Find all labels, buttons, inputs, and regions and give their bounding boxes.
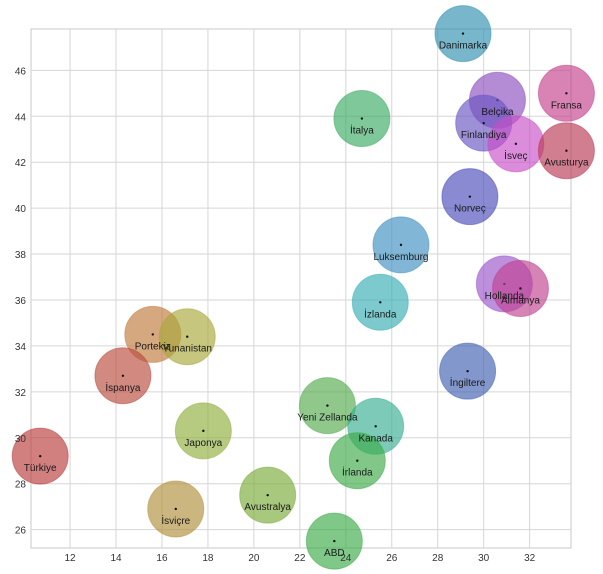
bubble-center-dot bbox=[202, 429, 205, 433]
bubble[interactable] bbox=[298, 377, 356, 435]
bubble-label: Danimarka bbox=[439, 41, 488, 52]
y-tick-label: 32 bbox=[15, 388, 27, 399]
bubble[interactable] bbox=[305, 512, 363, 570]
x-tick-label: 30 bbox=[478, 553, 490, 564]
bubble-label: Portekiz bbox=[135, 341, 171, 352]
x-tick-label: 24 bbox=[340, 553, 352, 564]
bubble[interactable] bbox=[372, 216, 430, 274]
bubble-center-dot bbox=[266, 493, 269, 497]
bubble-center-dot bbox=[186, 335, 189, 338]
x-tick-label: 16 bbox=[156, 553, 168, 564]
x-tick-label: 22 bbox=[294, 553, 306, 564]
bubble[interactable] bbox=[537, 122, 595, 180]
bubble-label: Yeni Zellanda bbox=[297, 413, 358, 424]
bubble[interactable] bbox=[11, 427, 69, 485]
bubble[interactable] bbox=[351, 273, 409, 331]
bubble-label: Hollanda bbox=[485, 291, 525, 302]
bubble-label: Avustralya bbox=[244, 502, 291, 513]
bubble-center-dot bbox=[482, 121, 485, 125]
y-tick-label: 46 bbox=[15, 66, 27, 77]
bubble-label: Luksemburg bbox=[373, 252, 428, 263]
y-tick-label: 28 bbox=[15, 480, 27, 491]
bubble-label: İsveç bbox=[504, 149, 527, 162]
bubble-center-dot bbox=[121, 374, 125, 377]
bubble[interactable] bbox=[441, 168, 499, 226]
y-tick-label: 38 bbox=[15, 250, 27, 261]
bubble[interactable] bbox=[333, 90, 391, 148]
bubble[interactable] bbox=[439, 342, 497, 400]
bubble-label: İrlanda bbox=[342, 466, 373, 479]
x-tick-label: 26 bbox=[386, 553, 398, 564]
y-tick-label: 44 bbox=[15, 112, 27, 123]
bubble-label: Türkiye bbox=[24, 463, 57, 474]
x-tick-label: 18 bbox=[202, 553, 214, 564]
bubble[interactable] bbox=[328, 432, 386, 490]
bubble-label: İtalya bbox=[350, 124, 374, 137]
bubble-center-dot bbox=[565, 149, 568, 152]
x-tick-label: 32 bbox=[524, 553, 536, 564]
y-tick-label: 42 bbox=[15, 158, 27, 169]
bubble-center-dot bbox=[379, 301, 382, 304]
bubble[interactable] bbox=[537, 64, 595, 122]
bubble-center-dot bbox=[565, 92, 568, 95]
bubble[interactable] bbox=[434, 5, 492, 63]
bubble-center-dot bbox=[174, 507, 177, 511]
y-tick-label: 34 bbox=[15, 342, 27, 353]
x-tick-label: 12 bbox=[65, 553, 77, 564]
bubble-center-dot bbox=[333, 539, 336, 543]
bubble-label: Almanya bbox=[501, 296, 540, 307]
bubble-center-dot bbox=[326, 404, 329, 407]
y-tick-label: 30 bbox=[15, 434, 27, 445]
bubble[interactable] bbox=[174, 402, 232, 460]
bubble-label: İsviçre bbox=[161, 514, 190, 527]
bubble-label: İspanya bbox=[105, 381, 140, 394]
bubble-label: Fransa bbox=[551, 100, 583, 111]
y-tick-label: 36 bbox=[15, 296, 27, 307]
bubble[interactable] bbox=[94, 347, 152, 405]
bubble-center-dot bbox=[519, 287, 522, 290]
x-tick-label: 14 bbox=[110, 553, 122, 564]
bubble[interactable] bbox=[487, 115, 545, 173]
bubble-label: Kanada bbox=[358, 433, 393, 444]
bubble-center-dot bbox=[514, 142, 518, 146]
bubble-center-dot bbox=[38, 454, 42, 458]
bubble-center-dot bbox=[466, 369, 469, 373]
axes: 12 14 16 18 20 22 24 26 28 30 32 26 28 30 32 34 36 38 40 42… bbox=[15, 66, 536, 564]
bubble-label: Finlandiya bbox=[461, 130, 507, 141]
bubble-center-dot bbox=[468, 195, 472, 198]
x-tick-label: 20 bbox=[248, 553, 260, 564]
bubble-label: ABD bbox=[324, 548, 345, 559]
bubble-label: Yunanistan bbox=[163, 344, 213, 355]
bubble-label: İzlanda bbox=[364, 307, 397, 320]
bubble-center-dot bbox=[461, 32, 465, 35]
bubble-label: Avusturya bbox=[544, 158, 589, 169]
bubble-center-dot bbox=[374, 425, 377, 428]
bubble-center-dot bbox=[360, 117, 364, 120]
y-tick-label: 26 bbox=[15, 526, 27, 537]
x-tick-label: 28 bbox=[432, 553, 444, 564]
bubble-label: Belçika bbox=[481, 107, 514, 118]
bubble[interactable] bbox=[491, 260, 549, 317]
bubble[interactable] bbox=[158, 308, 216, 366]
bubble-label: Norveç bbox=[454, 204, 486, 215]
bubble-label: Japonya bbox=[184, 438, 222, 449]
bubble-center-dot bbox=[356, 459, 359, 462]
bubble-center-dot bbox=[399, 243, 403, 247]
bubbles: Danimarka Belçika Fransa İtalya Finlandiya İs… bbox=[11, 5, 595, 570]
bubble-label: İngiltere bbox=[450, 376, 486, 389]
bubble-center-dot bbox=[151, 333, 154, 336]
bubble[interactable] bbox=[147, 480, 205, 538]
bubble[interactable] bbox=[239, 466, 297, 524]
y-tick-label: 40 bbox=[15, 204, 27, 215]
